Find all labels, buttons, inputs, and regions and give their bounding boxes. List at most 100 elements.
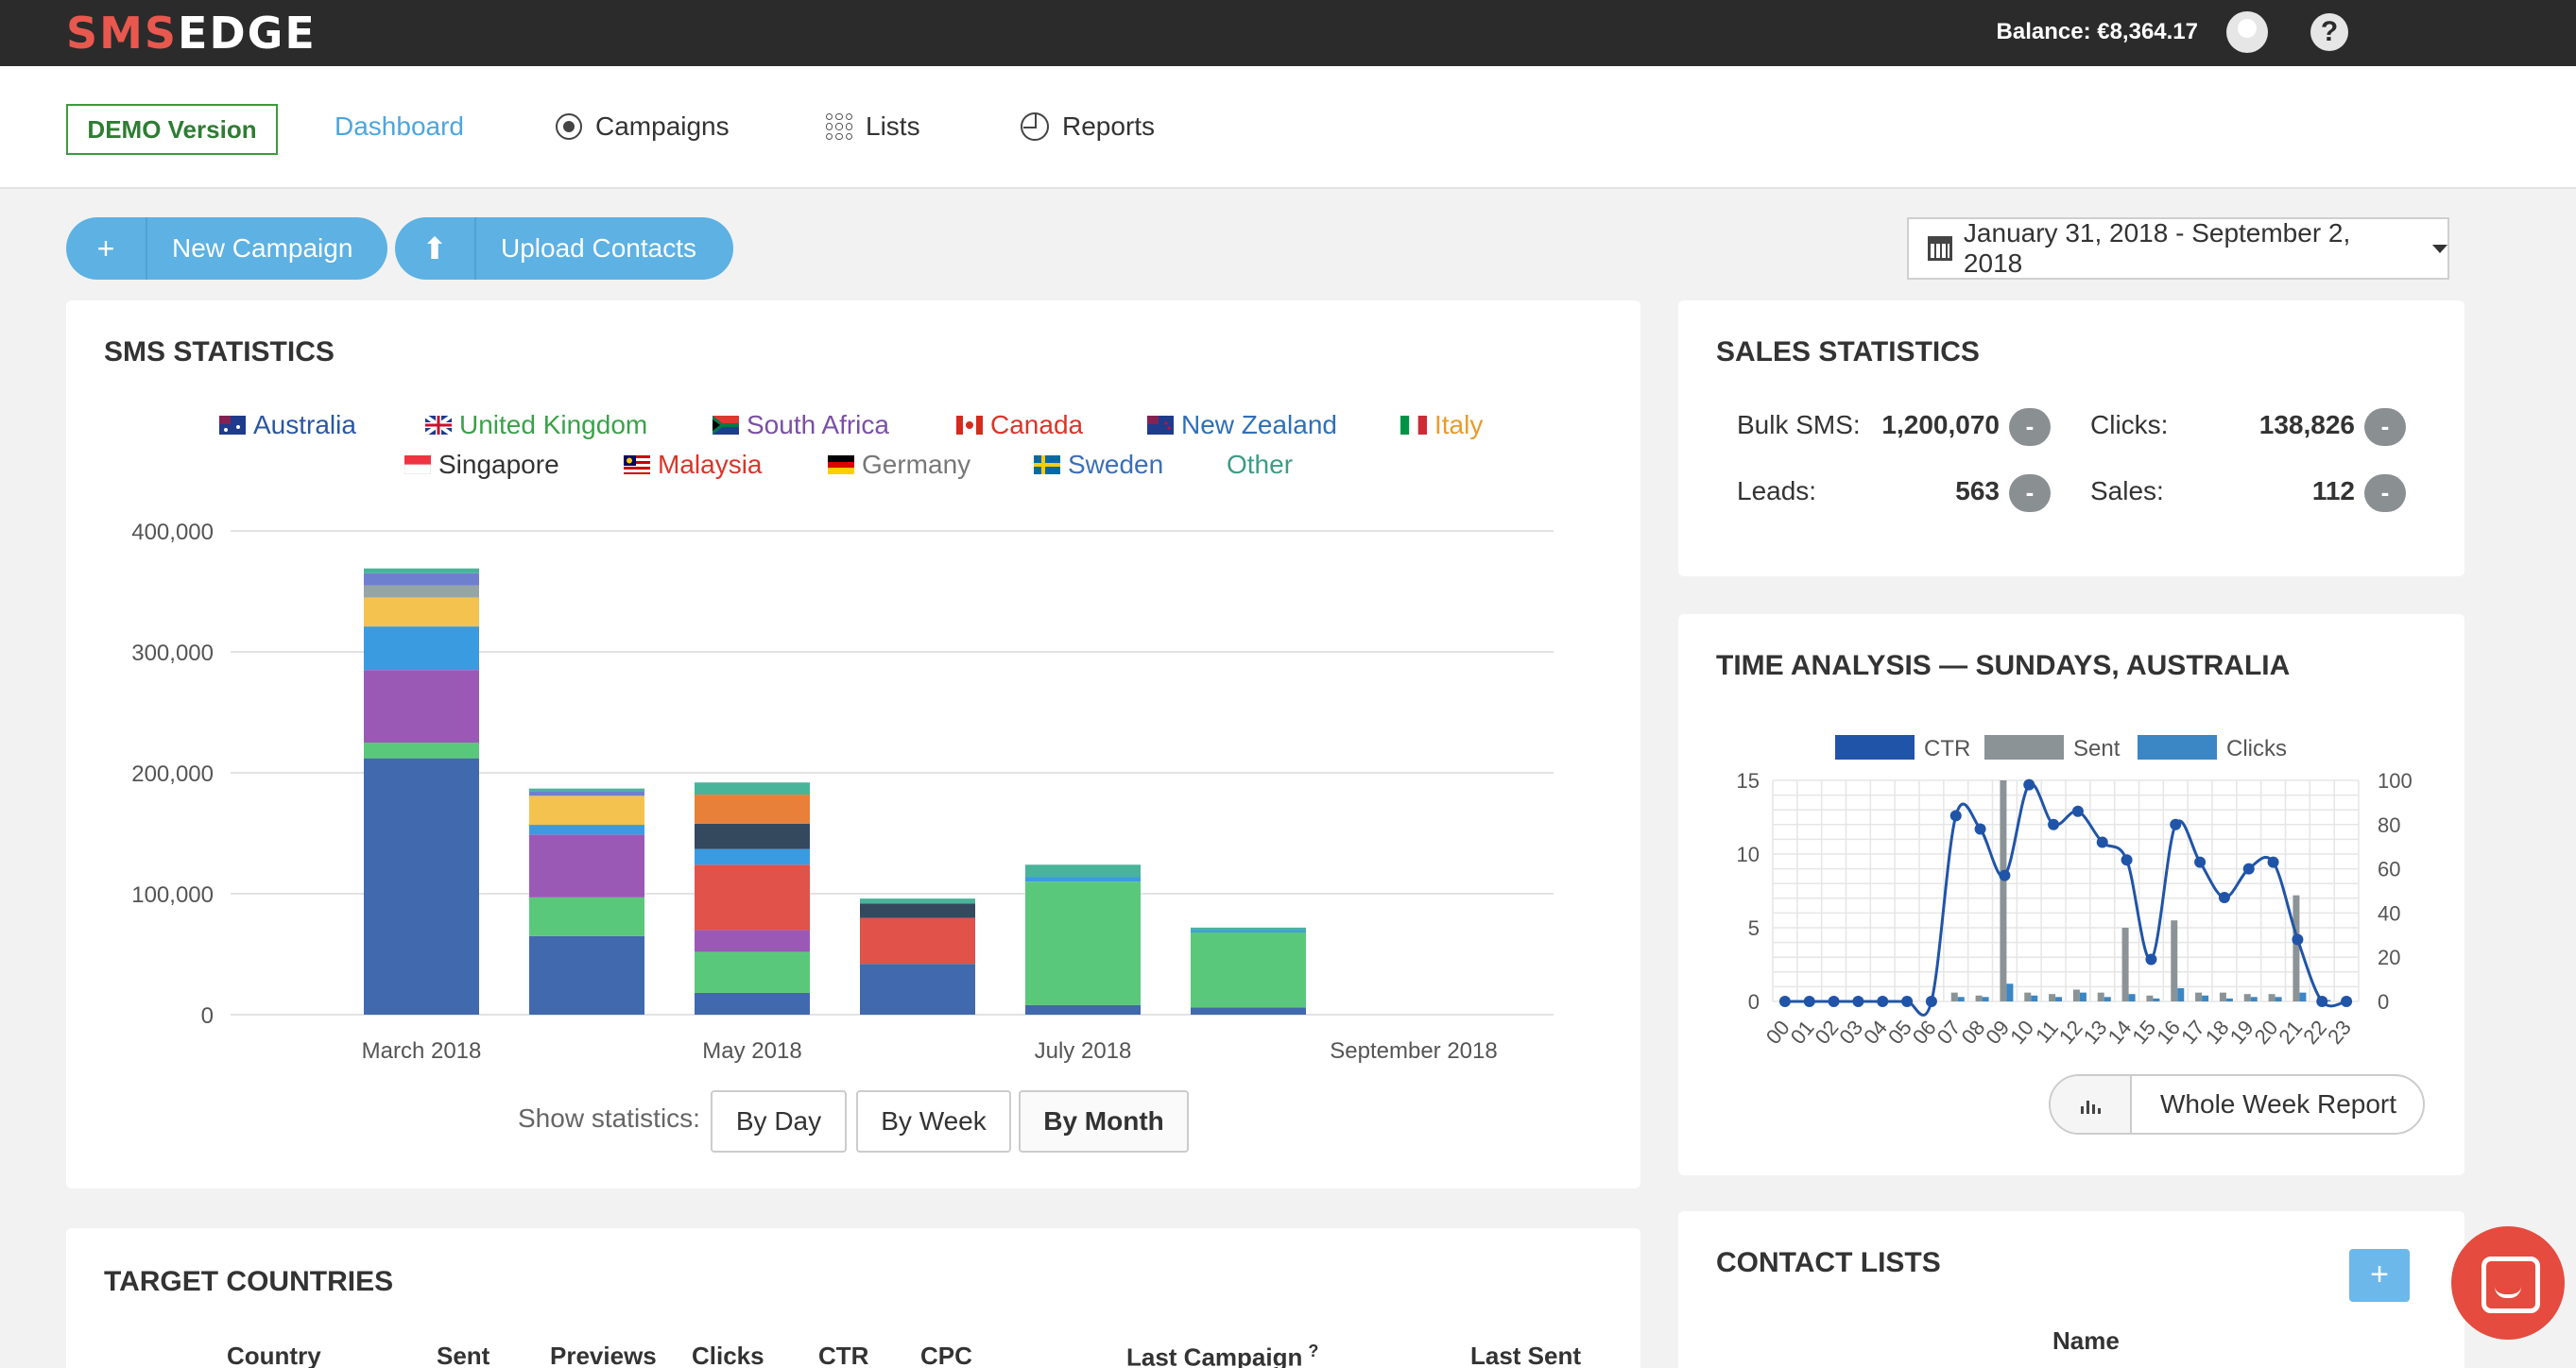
logo[interactable]: SMSEDGE: [66, 8, 317, 59]
legend-item-sweden[interactable]: Sweden: [1034, 450, 1163, 480]
upload-arrow-icon: ⬆: [395, 217, 476, 280]
bar-segment: [695, 951, 810, 993]
chat-icon[interactable]: [2451, 1226, 2565, 1340]
sent-bar: [2293, 895, 2300, 1001]
legend-item-other[interactable]: Other: [1227, 450, 1293, 480]
legend-item-canada[interactable]: Canada: [956, 410, 1083, 440]
nav-lists-label: Lists: [866, 111, 920, 141]
col-header-name[interactable]: Name: [2052, 1326, 2120, 1355]
nav-campaigns-label: Campaigns: [595, 111, 730, 141]
bar-segment: [860, 903, 975, 918]
col-header-clicks[interactable]: Clicks: [692, 1342, 764, 1368]
legend-swatch: [1984, 735, 2064, 760]
legend-item-new-zealand[interactable]: New Zealand: [1147, 410, 1337, 440]
sales-badge[interactable]: -: [2364, 474, 2406, 512]
legend-item-italy[interactable]: Italy: [1400, 410, 1483, 440]
y-tick-label: 400,000: [131, 520, 214, 545]
ctr-point: [1925, 996, 1937, 1007]
clicks-bar: [2225, 998, 2233, 1001]
col-header-cpc[interactable]: CPC: [920, 1342, 972, 1368]
by-week-button[interactable]: By Week: [856, 1090, 1011, 1153]
col-header-sent[interactable]: Sent: [437, 1342, 490, 1368]
nav-lists[interactable]: Lists: [826, 111, 920, 142]
bar-segment: [364, 743, 479, 759]
help-icon[interactable]: ?: [2310, 13, 2348, 51]
sent-bar: [2049, 994, 2056, 1001]
upload-contacts-button[interactable]: ⬆ Upload Contacts: [395, 217, 733, 280]
col-header-last-campaign[interactable]: Last Campaign?: [1126, 1342, 1318, 1368]
leads-badge[interactable]: -: [2009, 474, 2051, 512]
upload-contacts-label: Upload Contacts: [501, 233, 697, 263]
legend-item-united-kingdom[interactable]: United Kingdom: [425, 410, 647, 440]
legend-label: Australia: [253, 410, 356, 439]
nav-reports-label: Reports: [1062, 111, 1156, 141]
legend-item-south-africa[interactable]: South Africa: [713, 410, 889, 440]
flag-uk-icon: [425, 416, 452, 435]
nav-campaigns[interactable]: Campaigns: [556, 111, 730, 142]
legend-label: South Africa: [747, 410, 889, 439]
right-y-tick-label: 80: [2378, 813, 2400, 837]
sent-bar: [2072, 989, 2080, 1001]
sales-statistics-card: SALES STATISTICS Bulk SMS: 1,200,070 - C…: [1678, 300, 2464, 576]
ctr-point: [2023, 778, 2035, 791]
whole-week-report-button[interactable]: Whole Week Report: [2049, 1074, 2425, 1135]
by-day-button[interactable]: By Day: [711, 1090, 847, 1153]
legend-swatch: [2138, 735, 2217, 760]
legend-item-germany[interactable]: Germany: [828, 450, 970, 480]
target-countries-card: TARGET COUNTRIES: [66, 1228, 1640, 1368]
flag-canada-icon: [956, 416, 983, 435]
nav-dashboard-label: Dashboard: [335, 111, 464, 141]
bulk-sms-badge[interactable]: -: [2009, 408, 2051, 446]
clicks-badge[interactable]: -: [2364, 408, 2406, 446]
ctr-point: [1901, 996, 1914, 1007]
ctr-point: [2341, 996, 2353, 1007]
sent-bar: [2000, 780, 2007, 1001]
add-contact-list-button[interactable]: +: [2349, 1249, 2410, 1302]
ctr-point: [1999, 869, 2011, 881]
sms-stacked-bar-chart: 0 100,000 200,000 300,000 400,000 March 2018 M…: [131, 520, 1554, 1064]
col-header-country[interactable]: Country: [227, 1342, 321, 1368]
nav-dashboard[interactable]: Dashboard: [335, 111, 464, 142]
balance-display: Balance: €8,364.17: [1996, 19, 2198, 44]
ctr-point: [1828, 996, 1840, 1007]
right-y-tick-label: 60: [2378, 858, 2400, 881]
ctr-point: [2194, 856, 2207, 868]
new-campaign-button[interactable]: + New Campaign: [66, 217, 387, 280]
sent-bar: [2146, 995, 2154, 1001]
clicks-bar: [2299, 992, 2307, 1001]
legend-item-australia[interactable]: Australia: [219, 410, 356, 440]
clicks-bar: [2177, 987, 2185, 1001]
ctr-point: [1949, 810, 1962, 822]
bar-segment: [860, 917, 975, 965]
legend-item-singapore[interactable]: Singapore: [404, 450, 559, 480]
y-tick-label: 300,000: [131, 641, 214, 666]
time-analysis-title: TIME ANALYSIS — SUNDAYS, AUSTRALIA: [1716, 650, 2291, 681]
legend-label: Sent: [2073, 736, 2121, 761]
ctr-point: [1852, 996, 1864, 1007]
col-header-ctr[interactable]: CTR: [818, 1342, 869, 1368]
sent-bar: [2268, 994, 2275, 1001]
legend-swatch: [1835, 735, 1915, 760]
plus-icon: +: [66, 217, 147, 280]
flag-sweden-icon: [1034, 455, 1060, 474]
legend-label: Italy: [1434, 410, 1484, 439]
right-y-tick-label: 20: [2378, 946, 2400, 969]
col-header-last-sent[interactable]: Last Sent: [1470, 1342, 1582, 1368]
legend-label: New Zealand: [1181, 410, 1337, 439]
by-month-button[interactable]: By Month: [1019, 1090, 1189, 1153]
bar-segment: [1191, 932, 1306, 1008]
bulk-sms-value: 1,200,070: [1881, 410, 2000, 439]
sent-bar: [2097, 992, 2104, 1001]
left-y-tick-label: 15: [1737, 769, 1760, 793]
flag-australia-icon: [219, 416, 246, 435]
help-footnote-icon[interactable]: ?: [1308, 1342, 1319, 1360]
user-avatar-icon[interactable]: [2226, 11, 2268, 53]
bar-segment: [529, 935, 644, 1015]
time-analysis-chart: CTR Sent Clicks051015020406080100000102030…: [1737, 735, 2413, 1049]
col-header-previews[interactable]: Previews: [550, 1342, 657, 1368]
nav-reports[interactable]: Reports: [1021, 111, 1155, 142]
ctr-point: [1803, 996, 1815, 1007]
legend-item-malaysia[interactable]: Malaysia: [624, 450, 762, 480]
clicks-bar: [2006, 983, 2014, 1001]
date-range-picker[interactable]: January 31, 2018 - September 2, 2018: [1907, 217, 2449, 280]
